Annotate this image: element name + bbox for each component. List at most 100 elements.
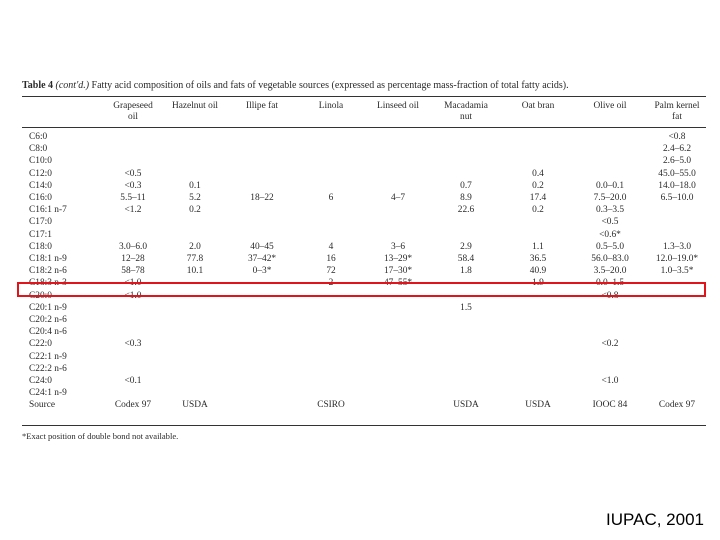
table-cell: 5.2 <box>189 193 201 203</box>
row-label: C6:0 <box>29 132 48 142</box>
table-cell: <1.2 <box>124 205 142 216</box>
table-cell: 3.0–6.0 <box>118 241 148 252</box>
table-cell: 0–3* <box>252 266 272 277</box>
table-cell: 56.0–83.0 <box>591 254 629 264</box>
table-top-rule <box>22 96 706 97</box>
row-label: C17:1 <box>29 229 52 240</box>
highlight-box-c18-3 <box>17 282 706 297</box>
table-cell: 14.0–18.0 <box>658 180 696 191</box>
table-cell: <0.3 <box>124 339 142 350</box>
row-label: C18:1 n-9 <box>29 254 67 264</box>
row-label: C22:2 n-6 <box>29 363 67 374</box>
table-cell: <0.3 <box>124 180 142 191</box>
table-cell: 0.4 <box>532 168 544 179</box>
column-header: fat <box>672 112 682 122</box>
caption-text: Fatty acid composition of oils and fats … <box>91 80 569 91</box>
caption-continued: (cont'd.) <box>55 80 90 91</box>
table-cell: 36.5 <box>529 254 547 264</box>
table-cell: 12–28 <box>121 254 145 264</box>
table-cell: 0.5–5.0 <box>595 241 625 252</box>
column-header: Oat bran <box>521 101 555 111</box>
table-cell: 0.0–0.1 <box>595 180 625 191</box>
table-cell: 0.7 <box>460 180 472 191</box>
row-label: C16:1 n-7 <box>29 205 67 216</box>
table-cell: 0.2 <box>532 205 544 216</box>
table-caption: Table 4 (cont'd.) Fatty acid composition… <box>22 80 702 91</box>
table-cell: <0.5 <box>124 168 142 179</box>
table-cell: CSIRO <box>317 400 345 411</box>
table-cell: 2.4–6.2 <box>662 144 692 155</box>
table-cell: 16 <box>326 254 336 264</box>
row-label: C24:1 n-9 <box>29 388 67 399</box>
table-cell: 10.1 <box>186 266 204 277</box>
table-cell: <1.0 <box>601 376 619 386</box>
table-cell: 3.5–20.0 <box>593 266 627 277</box>
table-cell: Codex 97 <box>658 400 696 411</box>
table-cell: 4–7 <box>390 193 406 203</box>
table-cell: 58.4 <box>457 254 475 264</box>
table-cell: 0.2 <box>189 205 201 216</box>
row-label: C20:2 n-6 <box>29 315 67 325</box>
row-label: C8:0 <box>29 144 48 155</box>
table-cell: 1.3–3.0 <box>662 241 692 252</box>
table-cell: <0.8 <box>668 132 686 142</box>
table-cell: 22.6 <box>457 205 475 216</box>
column-header: Palm kernel <box>654 101 700 111</box>
table-cell: <0.2 <box>601 339 619 350</box>
table-cell: 6 <box>328 193 334 203</box>
column-header: Illipe fat <box>245 101 279 111</box>
table-cell: 7.5–20.0 <box>593 193 627 203</box>
column-header: Linola <box>318 101 344 111</box>
column-header: Linseed oil <box>377 101 419 111</box>
column-header: Hazelnut oil <box>171 101 219 111</box>
table-cell: 72 <box>326 266 336 277</box>
table-cell: <0.1 <box>124 376 142 386</box>
table-cell: 37–42* <box>247 254 277 264</box>
row-label: C10:0 <box>29 156 52 167</box>
table-cell: 12.0–19.0* <box>655 254 699 264</box>
table-cell: 1.0–3.5* <box>660 266 694 277</box>
row-label: C16:0 <box>29 193 52 203</box>
table-cell: 4 <box>328 241 334 252</box>
table-cell: USDA <box>182 400 208 411</box>
column-header: Olive oil <box>593 101 627 111</box>
table-cell: USDA <box>525 400 551 411</box>
table-cell: 0.2 <box>532 180 544 191</box>
row-label: C20:1 n-9 <box>29 302 67 313</box>
row-label: C22:0 <box>29 339 52 350</box>
column-header: Grapeseed <box>113 101 153 111</box>
source-credit: IUPAC, 2001 <box>606 510 704 529</box>
table-cell: 1.1 <box>532 241 544 252</box>
table-cell: 40–45 <box>250 241 274 252</box>
column-header: oil <box>128 112 138 122</box>
table-footnote: *Exact position of double bond not avail… <box>22 431 179 441</box>
table-cell: <0.5 <box>601 217 619 228</box>
row-label: C22:1 n-9 <box>29 351 67 362</box>
table-cell: 0.1 <box>189 180 201 191</box>
table-cell: 58–78 <box>121 266 145 277</box>
table-cell: IOOC 84 <box>592 400 628 411</box>
table-cell: 2.0 <box>189 241 201 252</box>
table-cell: 2.6–5.0 <box>662 156 692 167</box>
row-label: C20:4 n-6 <box>29 327 67 338</box>
table-cell: 17.4 <box>529 193 547 203</box>
table-cell: Codex 97 <box>114 400 152 411</box>
table-cell: 13–29* <box>383 254 413 264</box>
table-cell: 1.8 <box>460 266 472 277</box>
table-header-rule <box>22 127 706 128</box>
table-cell: 8.9 <box>460 193 472 203</box>
table-cell: 45.0–55.0 <box>658 168 696 179</box>
row-label: C24:0 <box>29 376 52 386</box>
table-cell: 3–6 <box>390 241 406 252</box>
row-label: Source <box>29 400 56 411</box>
table-cell: 1.5 <box>460 302 472 313</box>
table-cell: 17–30* <box>383 266 413 277</box>
column-header: Macadamia <box>444 101 488 111</box>
row-label: C18:0 <box>29 241 52 252</box>
table-cell: USDA <box>453 400 479 411</box>
table-cell: 0.3–3.5 <box>595 205 625 216</box>
table-cell: 77.8 <box>186 254 204 264</box>
table-cell: 2.9 <box>460 241 472 252</box>
table-cell: <0.6* <box>599 229 621 240</box>
